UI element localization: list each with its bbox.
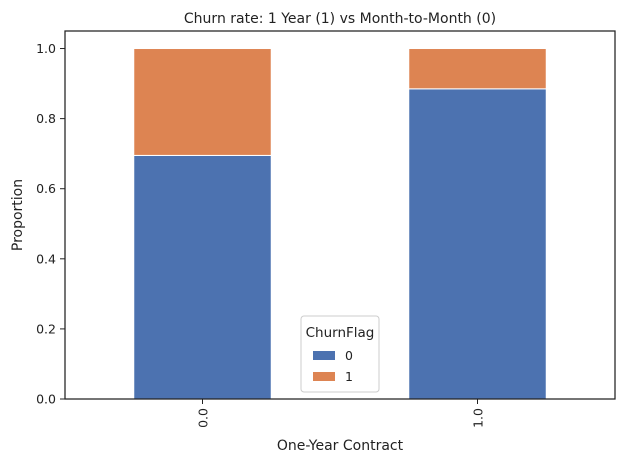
bars-layer bbox=[133, 48, 547, 400]
y-tick-label: 0.8 bbox=[36, 111, 56, 126]
y-tick-label: 0.4 bbox=[36, 251, 56, 266]
legend: ChurnFlag 01 bbox=[300, 315, 380, 393]
legend-swatch-0 bbox=[313, 351, 335, 360]
bar-0.0-churn-1 bbox=[133, 48, 272, 156]
y-tick-label: 0.6 bbox=[36, 181, 56, 196]
x-tick-label: 1.0 bbox=[471, 408, 486, 428]
plot-area-frame bbox=[64, 30, 616, 400]
y-axis-label: Proportion bbox=[10, 179, 26, 251]
legend-title: ChurnFlag bbox=[306, 325, 375, 341]
legend-swatch-1 bbox=[313, 372, 335, 381]
bar-1.0-churn-1 bbox=[408, 48, 547, 90]
bar-0.0-churn-0 bbox=[133, 154, 272, 400]
y-tick-label: 0.0 bbox=[36, 392, 56, 407]
chart-title: Churn rate: 1 Year (1) vs Month-to-Month… bbox=[184, 11, 496, 27]
legend-label-1: 1 bbox=[345, 369, 353, 384]
legend-items: 01 bbox=[313, 348, 353, 384]
legend-label-0: 0 bbox=[345, 348, 353, 363]
y-axis: 0.0 0.2 0.4 0.6 0.8 1.0 bbox=[36, 41, 65, 407]
bar-1.0-churn-0 bbox=[408, 88, 547, 400]
y-tick-label: 1.0 bbox=[36, 41, 56, 56]
y-tick-label: 0.2 bbox=[36, 321, 56, 336]
x-tick-label: 0.0 bbox=[196, 408, 211, 428]
x-axis: 0.0 1.0 bbox=[196, 399, 486, 428]
x-axis-label: One-Year Contract bbox=[277, 438, 404, 454]
